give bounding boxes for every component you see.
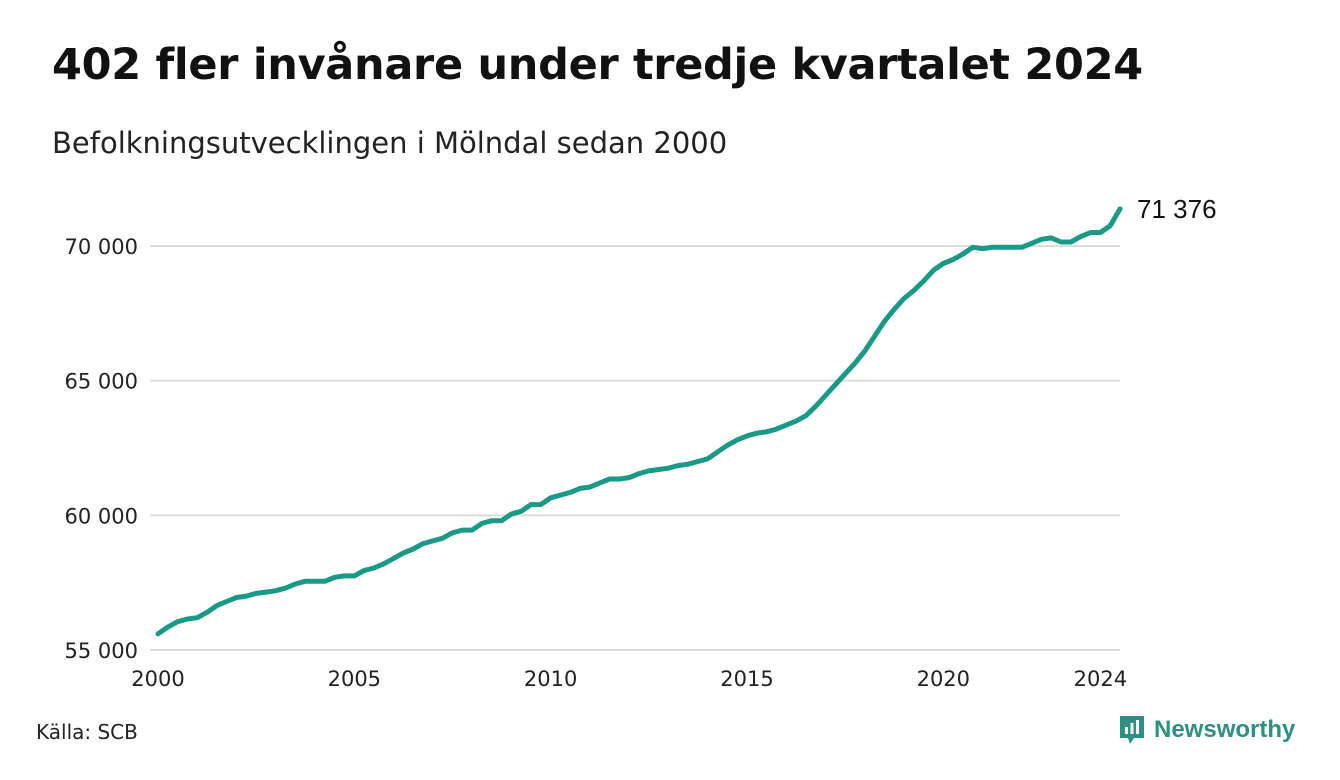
y-tick-label: 70 000: [65, 235, 138, 259]
y-tick-label: 55 000: [65, 639, 138, 663]
grid-lines: [150, 245, 1120, 651]
y-tick-label: 65 000: [65, 370, 138, 394]
series-layer: [155, 206, 1123, 637]
x-tick-label: 2020: [917, 667, 970, 691]
x-tick-label: 2010: [524, 667, 577, 691]
brand-logo[interactable]: Newsworthy: [1118, 714, 1295, 746]
chart-title: 402 fler invånare under tredje kvartalet…: [52, 40, 1143, 90]
x-tick-label: 2015: [720, 667, 773, 691]
x-tick-label: 2000: [131, 667, 184, 691]
y-axis-ticks: 55 000 60 000 65 000 70 000: [65, 235, 138, 663]
source-note: Källa: SCB: [36, 720, 138, 744]
x-axis-ticks: 2000 2005 2010 2015 2020 2024: [131, 667, 1127, 691]
y-tick-label: 60 000: [65, 504, 138, 528]
x-tick-label: 2024: [1074, 667, 1127, 691]
chart-subtitle: Befolkningsutvecklingen i Mölndal sedan …: [52, 126, 728, 160]
newsworthy-chart-icon: [1120, 716, 1144, 744]
population-line: [155, 206, 1123, 637]
end-value-label: 71 376: [1137, 194, 1217, 224]
brand-name: Newsworthy: [1154, 716, 1296, 743]
x-tick-label: 2005: [328, 667, 381, 691]
